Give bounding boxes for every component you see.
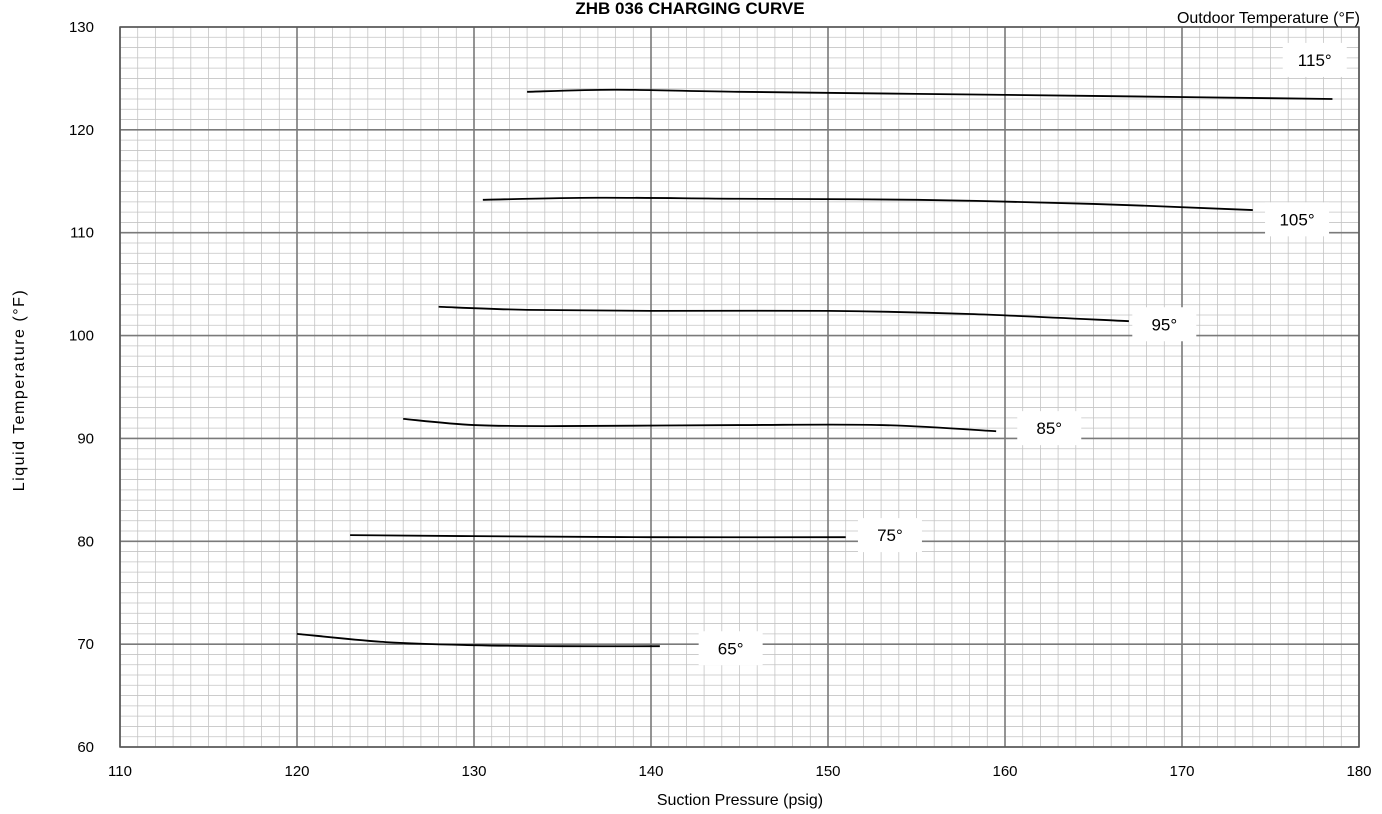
x-tick-labels: 110 120 130 140 150 160 170 180 [108,763,1371,780]
y-tick-label: 120 [69,122,94,139]
y-tick-label: 90 [77,430,94,447]
series-label-bg-65 [698,631,763,666]
x-axis-label: Suction Pressure (psig) [657,792,823,809]
x-tick-label: 120 [284,763,309,780]
series-label-65: 65° [718,639,744,658]
x-tick-label: 110 [108,763,132,780]
x-tick-label: 180 [1346,763,1371,780]
x-tick-label: 130 [461,763,486,780]
y-tick-label: 60 [77,739,94,756]
chart-title: ZHB 036 CHARGING CURVE [575,0,804,18]
y-tick-label: 100 [69,328,94,345]
series-label-115: 115° [1298,51,1332,70]
y-axis-label: Liquid Temperature (°F) [11,289,28,491]
y-tick-label: 70 [77,636,94,653]
x-tick-label: 150 [815,763,840,780]
y-tick-label: 130 [69,19,94,36]
series-label-bg-105 [1265,202,1330,237]
series-lines [296,88,1333,648]
series-line-105 [482,196,1253,211]
series-label-75: 75° [877,526,903,545]
series-labels: 115° 105° 95° 85° 75° 65° [698,42,1347,666]
series-line-95 [438,305,1129,323]
y-tick-labels: 60 70 80 90 100 110 120 130 [69,19,94,756]
series-label-bg-115 [1282,42,1347,77]
minor-grid [120,27,1359,747]
legend-title: Outdoor Temperature (°F) [1177,10,1360,27]
series-label-95: 95° [1151,315,1177,334]
series-line-65 [296,632,660,648]
series-label-bg-85 [1017,411,1082,446]
series-line-75 [350,534,846,539]
series-label-105: 105° [1279,210,1314,229]
series-line-85 [403,417,997,433]
y-tick-label: 80 [77,533,94,550]
series-label-bg-75 [857,518,922,553]
y-tick-label: 110 [70,225,94,242]
series-line-115 [527,88,1333,100]
plot-frame [119,26,1360,748]
x-tick-label: 170 [1169,763,1194,780]
x-tick-label: 140 [638,763,663,780]
x-tick-label: 160 [992,763,1017,780]
series-label-85: 85° [1036,419,1062,438]
series-label-bg-95 [1132,307,1197,342]
